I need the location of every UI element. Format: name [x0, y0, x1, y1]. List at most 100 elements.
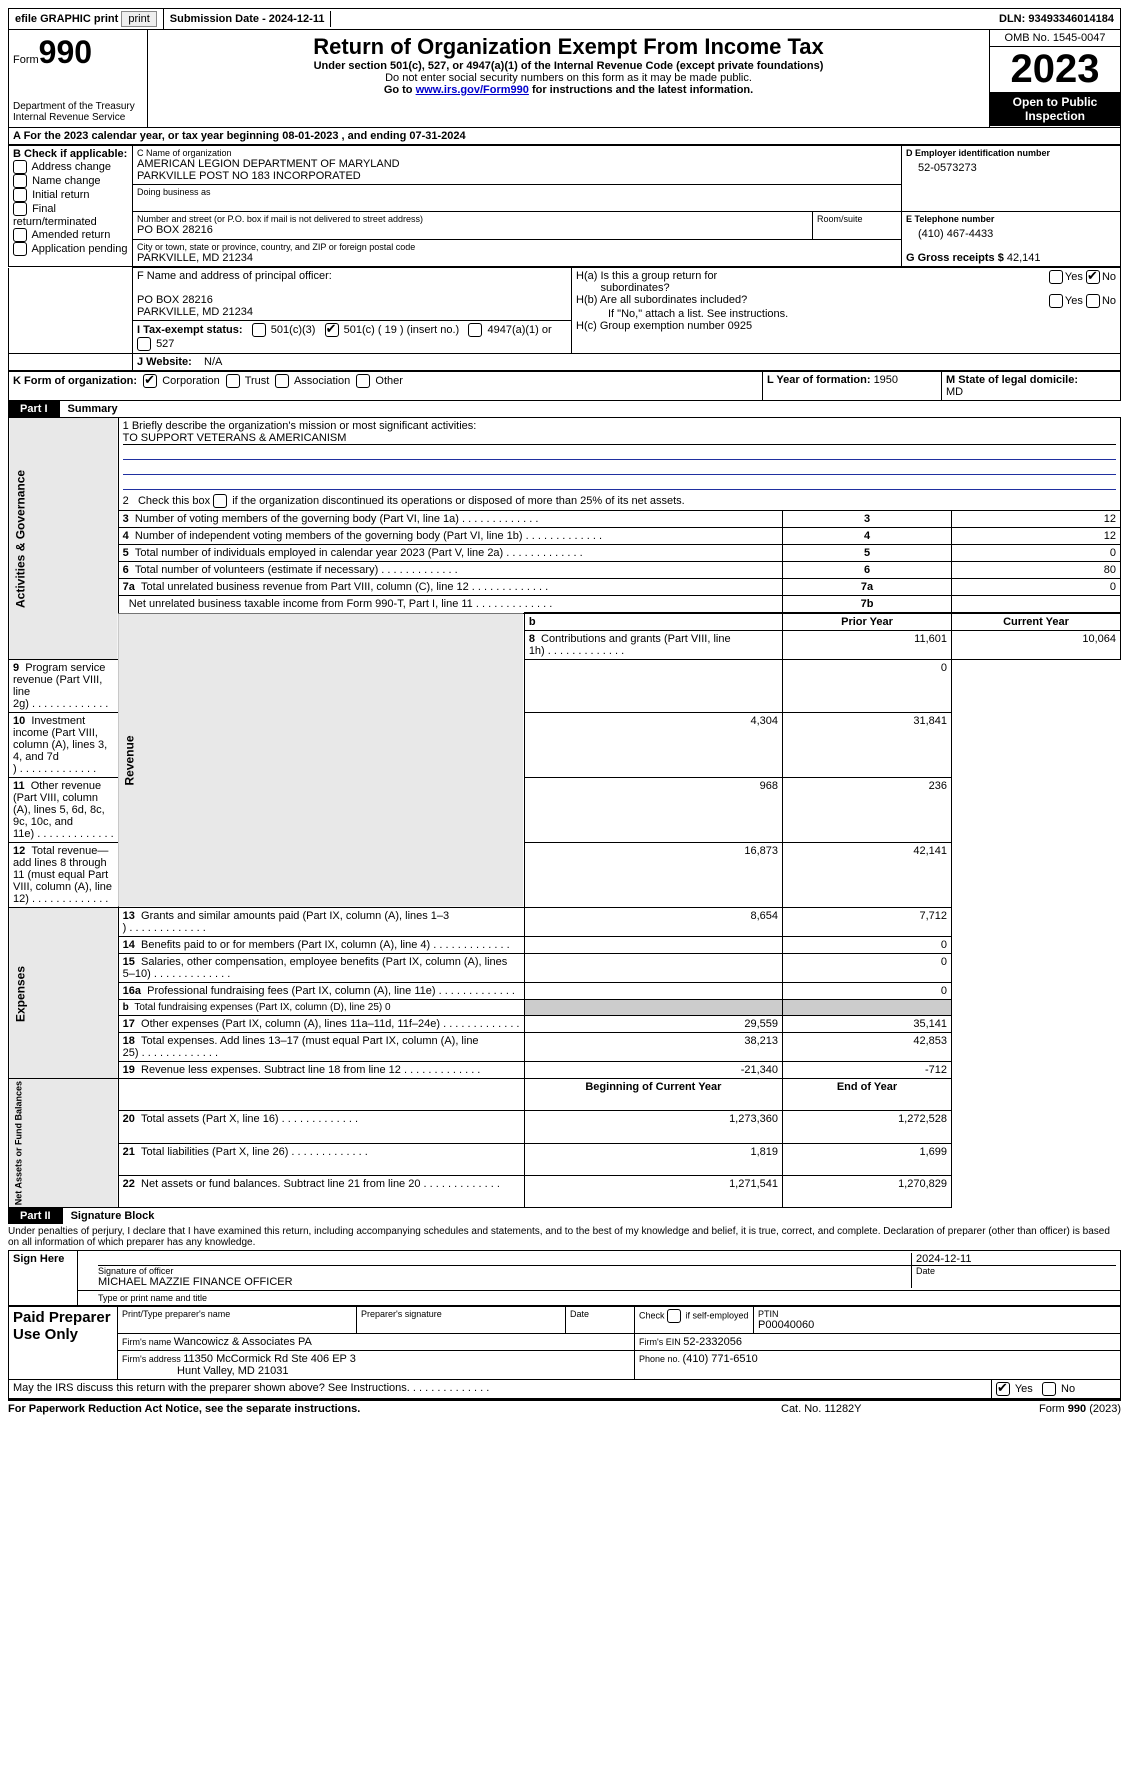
hdr-eoy: End of Year — [783, 1079, 952, 1111]
cb-amended[interactable] — [13, 228, 27, 242]
penalty-text: Under penalties of perjury, I declare th… — [8, 1224, 1121, 1250]
cb-discontinued[interactable] — [213, 494, 227, 508]
topbar: efile GRAPHIC print print Submission Dat… — [8, 8, 1121, 30]
street-value: PO BOX 28216 — [137, 224, 808, 236]
m-label: M State of legal domicile: — [946, 374, 1078, 386]
cb-501c3[interactable] — [252, 323, 266, 337]
officer-addr-2: PARKVILLE, MD 21234 — [137, 306, 567, 318]
cb-hb-yes[interactable] — [1049, 294, 1063, 308]
print-button[interactable]: print — [121, 11, 156, 27]
cb-app-pending[interactable] — [13, 242, 27, 256]
state-domicile: MD — [946, 386, 963, 398]
cb-address-change[interactable] — [13, 160, 27, 174]
paid-preparer-label: Paid Preparer Use Only — [9, 1307, 118, 1380]
discuss-row: May the IRS discuss this return with the… — [8, 1380, 1121, 1399]
ha-label-1: H(a) Is this a group return for — [576, 270, 717, 282]
e-label: E Telephone number — [906, 214, 1116, 224]
firm-phone: (410) 771-6510 — [683, 1353, 758, 1365]
cb-self-employed[interactable] — [667, 1309, 681, 1323]
c-label: C Name of organization — [137, 148, 897, 158]
hc-value: 0925 — [728, 320, 752, 332]
firm-addr: 11350 McCormick Rd Ste 406 EP 3 — [183, 1353, 356, 1365]
part1-bar: Part I Summary — [8, 401, 1121, 417]
klm-row: K Form of organization: Corporation Trus… — [8, 371, 1121, 401]
dln: DLN: 93493346014184 — [993, 11, 1120, 27]
d-label: D Employer identification number — [906, 148, 1116, 158]
subtitle-2: Do not enter social security numbers on … — [152, 72, 985, 84]
k-label: K Form of organization: — [13, 375, 137, 387]
identity-block: B Check if applicable: Address change Na… — [8, 145, 1121, 267]
hb-label: H(b) Are all subordinates included? — [576, 294, 747, 308]
form-header: Form990 Department of the Treasury Inter… — [8, 30, 1121, 128]
firm-ein: 52-2332056 — [683, 1336, 742, 1348]
cb-discuss-no[interactable] — [1042, 1382, 1056, 1396]
j-row: J Website: N/A — [8, 354, 1121, 371]
part2-bar: Part II Signature Block — [8, 1208, 1121, 1224]
tax-year: 2023 — [990, 47, 1120, 92]
side-revenue: Revenue — [118, 613, 524, 908]
city-value: PARKVILLE, MD 21234 — [137, 252, 897, 264]
street-label: Number and street (or P.O. box if mail i… — [137, 214, 808, 224]
open-inspection: Open to Public Inspection — [990, 92, 1120, 126]
f-h-block: F Name and address of principal officer:… — [8, 267, 1121, 354]
i-label: I Tax-exempt status: — [137, 324, 243, 336]
cb-hb-no[interactable] — [1086, 294, 1100, 308]
line-a: A For the 2023 calendar year, or tax yea… — [8, 128, 1121, 145]
cb-501c[interactable] — [325, 323, 339, 337]
cb-assoc[interactable] — [275, 374, 289, 388]
hc-label: H(c) Group exemption number — [576, 320, 728, 332]
efile-label: efile GRAPHIC print print — [9, 9, 164, 29]
footer: For Paperwork Reduction Act Notice, see … — [8, 1399, 1121, 1415]
mission-text: TO SUPPORT VETERANS & AMERICANISM — [123, 432, 1116, 445]
g-label: G Gross receipts $ — [906, 252, 1007, 264]
l-label: L Year of formation: — [767, 374, 874, 386]
city-label: City or town, state or province, country… — [137, 242, 897, 252]
dept-treasury: Department of the Treasury — [13, 101, 143, 112]
hb-note: If "No," attach a list. See instructions… — [576, 308, 1116, 320]
cb-final-return[interactable] — [13, 202, 27, 216]
dba-label: Doing business as — [137, 187, 897, 197]
side-net-assets: Net Assets or Fund Balances — [9, 1079, 119, 1208]
hdr-boy: Beginning of Current Year — [524, 1079, 782, 1111]
sign-here-label: Sign Here — [9, 1251, 78, 1306]
ptin-value: P00040060 — [758, 1319, 1116, 1331]
side-governance: Activities & Governance — [9, 418, 119, 660]
summary-table: Activities & Governance 1 Briefly descri… — [8, 417, 1121, 1208]
year-formation: 1950 — [874, 374, 898, 386]
gross-receipts: 42,141 — [1007, 252, 1041, 264]
form-word: Form — [13, 54, 39, 66]
irs-link[interactable]: www.irs.gov/Form990 — [416, 84, 529, 96]
officer-addr-1: PO BOX 28216 — [137, 294, 567, 306]
hdr-prior-year: Prior Year — [783, 613, 952, 631]
cb-ha-yes[interactable] — [1049, 270, 1063, 284]
officer-name: MICHAEL MAZZIE FINANCE OFFICER — [98, 1276, 911, 1288]
form-number: 990 — [39, 34, 92, 70]
cb-ha-no[interactable] — [1086, 270, 1100, 284]
cb-527[interactable] — [137, 337, 151, 351]
ein-value: 52-0573273 — [906, 158, 1116, 178]
cb-corp[interactable] — [143, 374, 157, 388]
cb-initial-return[interactable] — [13, 188, 27, 202]
sig-date: 2024-12-11 — [911, 1253, 1116, 1265]
subtitle-1: Under section 501(c), 527, or 4947(a)(1)… — [152, 60, 985, 72]
dept-irs: Internal Revenue Service — [13, 112, 143, 123]
paid-preparer-block: Paid Preparer Use Only Print/Type prepar… — [8, 1306, 1121, 1380]
hdr-current-year: Current Year — [952, 613, 1121, 631]
cb-other[interactable] — [356, 374, 370, 388]
firm-name: Wancowicz & Associates PA — [174, 1336, 312, 1348]
b-header: B Check if applicable: — [13, 148, 128, 160]
phone-value: (410) 467-4433 — [906, 224, 1116, 244]
q2-text: 2 Check this box if the organization dis… — [123, 495, 685, 507]
cb-name-change[interactable] — [13, 174, 27, 188]
room-label: Room/suite — [817, 214, 897, 224]
f-label: F Name and address of principal officer: — [137, 270, 567, 282]
submission-date: Submission Date - 2024-12-11 — [164, 11, 332, 27]
cb-discuss-yes[interactable] — [996, 1382, 1010, 1396]
website-value: N/A — [204, 356, 222, 368]
cb-trust[interactable] — [226, 374, 240, 388]
omb-number: OMB No. 1545-0047 — [990, 30, 1120, 47]
sign-here-block: Sign Here 2024-12-11 Signature of office… — [8, 1250, 1121, 1306]
q1-label: 1 Briefly describe the organization's mi… — [123, 420, 1116, 432]
cb-4947[interactable] — [468, 323, 482, 337]
org-name-1: AMERICAN LEGION DEPARTMENT OF MARYLAND — [137, 158, 897, 170]
